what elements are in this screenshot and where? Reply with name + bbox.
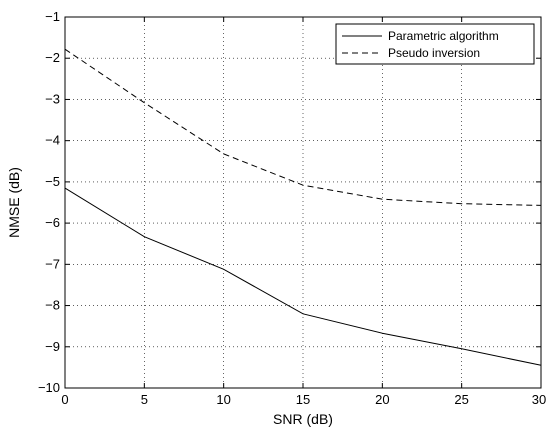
- y-tick-label: −6: [45, 215, 60, 230]
- y-tick-label: −5: [45, 174, 60, 189]
- y-tick-label: −7: [45, 256, 60, 271]
- legend: Parametric algorithm Pseudo inversion: [335, 23, 535, 65]
- legend-label-pseudo-inversion: Pseudo inversion: [388, 46, 480, 60]
- plot-frame: [64, 16, 542, 389]
- x-tick-label: 5: [141, 392, 148, 407]
- y-tick-label: −2: [45, 50, 60, 65]
- x-tick-label: 15: [296, 392, 310, 407]
- ticks: [64, 16, 542, 389]
- y-tick-label: −4: [45, 133, 60, 148]
- y-tick-label: −1: [45, 9, 60, 24]
- x-axis-title: SNR (dB): [273, 411, 333, 427]
- x-tick-label: 25: [454, 392, 468, 407]
- x-tick-label: 20: [375, 392, 389, 407]
- y-tick-label: −9: [45, 339, 60, 354]
- series-line-parametric-algorithm: [64, 187, 542, 366]
- grid: [65, 17, 541, 388]
- series-line-pseudo-inversion: [64, 48, 542, 206]
- x-tick-label: 0: [61, 392, 68, 407]
- series-layer: [64, 48, 542, 366]
- x-tick-label: 10: [216, 392, 230, 407]
- y-tick-label: −10: [38, 380, 60, 395]
- y-tick-label: −3: [45, 91, 60, 106]
- y-tick-label: −8: [45, 298, 60, 313]
- x-tick-label: 30: [532, 392, 546, 407]
- tick-labels: 0 5 10 15 20 25 30 −10 −9 −8 −7 −6 −5 −4 −3 −2 −1: [38, 9, 546, 407]
- y-axis-title: NMSE (dB): [6, 167, 22, 238]
- legend-box: [335, 23, 535, 65]
- legend-label-parametric-algorithm: Parametric algorithm: [388, 29, 499, 43]
